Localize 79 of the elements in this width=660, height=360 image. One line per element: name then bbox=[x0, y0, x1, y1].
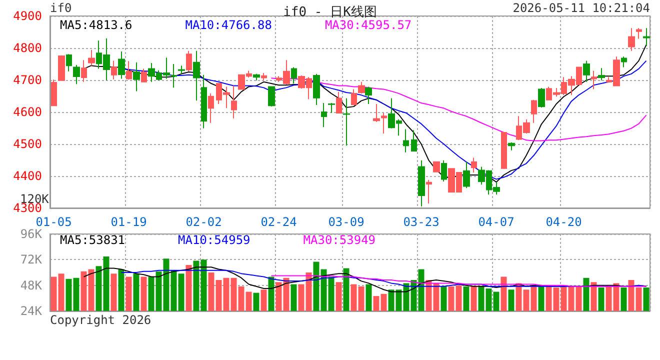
candlestick bbox=[291, 66, 297, 84]
y-tick-label: 4500 bbox=[13, 137, 42, 151]
candlestick bbox=[426, 179, 432, 204]
y-tick-label: 4900 bbox=[13, 9, 42, 23]
candlestick bbox=[621, 56, 627, 68]
y-tick-label: 48K bbox=[20, 278, 43, 292]
x-tick-label: 02-24 bbox=[260, 215, 297, 229]
line-series bbox=[270, 275, 647, 287]
candlestick bbox=[186, 50, 192, 72]
candlestick bbox=[508, 142, 515, 151]
x-tick-label: 03-23 bbox=[403, 215, 440, 229]
candlestick bbox=[268, 86, 275, 108]
candlestick bbox=[111, 60, 117, 80]
y-tick-label: 4800 bbox=[13, 41, 42, 55]
x-tick-label: 03-09 bbox=[328, 215, 364, 229]
candlestick bbox=[126, 60, 132, 80]
candlestick bbox=[501, 131, 507, 169]
text: MA5:4813.6 bbox=[60, 18, 132, 32]
candlestick bbox=[403, 128, 409, 153]
x-tick-label: 01-05 bbox=[36, 215, 72, 229]
candlestick bbox=[643, 28, 650, 47]
candlestick bbox=[321, 102, 327, 128]
text: MA30:4595.57 bbox=[324, 18, 412, 32]
candlestick bbox=[58, 54, 65, 81]
y-tick-label: 4400 bbox=[13, 169, 42, 183]
candlestick bbox=[538, 88, 545, 108]
candlestick bbox=[261, 72, 267, 81]
candlestick bbox=[598, 68, 605, 81]
line-series bbox=[83, 44, 647, 183]
candlestick bbox=[463, 161, 470, 189]
candlestick bbox=[73, 64, 80, 85]
candlestick bbox=[51, 79, 57, 106]
x-tick-label: 04-07 bbox=[478, 215, 514, 229]
candlestick bbox=[201, 74, 207, 129]
candlestick bbox=[628, 28, 635, 52]
candlestick bbox=[343, 98, 350, 146]
candlestick bbox=[418, 160, 425, 207]
candlestick bbox=[583, 60, 590, 82]
x-tick-label: 01-19 bbox=[110, 215, 147, 229]
text: Copyright 2026 bbox=[50, 313, 152, 327]
candlestick bbox=[178, 65, 185, 74]
series-label: MA5:53831 bbox=[60, 233, 126, 247]
line-series bbox=[270, 78, 647, 142]
y-tick-label: 4700 bbox=[13, 73, 42, 87]
y-tick-label: 72K bbox=[20, 252, 43, 267]
candlestick bbox=[358, 81, 365, 94]
candlestick bbox=[365, 86, 372, 104]
candlestick bbox=[531, 99, 537, 124]
candlestick bbox=[313, 73, 320, 106]
candlestick bbox=[411, 130, 417, 152]
y-tick-label: 24K bbox=[20, 304, 43, 318]
candlestick bbox=[591, 70, 597, 90]
x-tick-label: 04-20 bbox=[546, 215, 582, 229]
candlestick bbox=[141, 68, 147, 82]
y-tick-label: 4600 bbox=[13, 105, 42, 119]
candlestick bbox=[433, 161, 440, 172]
candlestick bbox=[231, 85, 237, 119]
text: if0 bbox=[50, 1, 72, 15]
candlestick bbox=[471, 157, 477, 173]
y-tick-label: 96K bbox=[20, 227, 43, 241]
x-tick-label: 02-02 bbox=[186, 215, 222, 229]
candlestick bbox=[208, 92, 214, 124]
candlestick bbox=[88, 49, 95, 66]
candlestick bbox=[336, 91, 342, 114]
candlestick bbox=[636, 28, 642, 40]
candlestick bbox=[66, 54, 72, 72]
candlestick bbox=[328, 102, 335, 114]
candlestick bbox=[441, 160, 447, 182]
candlestick bbox=[193, 50, 200, 101]
candlestick bbox=[133, 62, 140, 92]
candlestick bbox=[253, 73, 260, 81]
series-label: MA10:54959 bbox=[178, 233, 250, 247]
candlestick bbox=[81, 60, 87, 82]
text: MA10:4766.88 bbox=[185, 18, 272, 32]
candlestick bbox=[351, 88, 357, 106]
text: 2026-05-11 10:21:04 bbox=[512, 1, 650, 15]
candlestick bbox=[118, 51, 125, 80]
chart-title: if0 - 日K线图 bbox=[283, 5, 377, 20]
text: MA30:53949 bbox=[303, 233, 376, 247]
